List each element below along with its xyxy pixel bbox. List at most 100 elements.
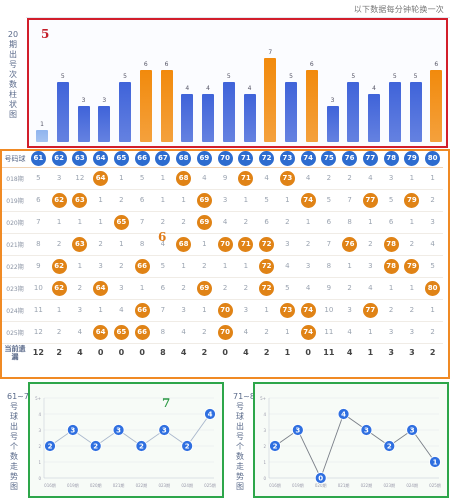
bar-65 xyxy=(119,82,131,142)
hit-cell: 70 xyxy=(214,233,236,256)
miss-count-cell: 4 xyxy=(152,233,174,256)
miss-count-cell: 2 xyxy=(48,233,70,256)
period-label: 022期 xyxy=(2,255,28,278)
trend-a-side-label: 61~70号球出号个数走势图 xyxy=(7,392,35,491)
miss-count-cell: 6 xyxy=(256,211,277,234)
miss-count-cell: 8 xyxy=(28,233,49,256)
bar-80 xyxy=(430,70,443,142)
hit-ball: 74 xyxy=(300,192,316,208)
data-point xyxy=(135,440,148,452)
number-ball-68: 68 xyxy=(176,151,192,167)
miss-count-cell: 2 xyxy=(360,233,381,256)
hit-cell: 70 xyxy=(214,321,236,344)
miss-count-cell: 2 xyxy=(297,233,319,256)
y-tick-label: 2 xyxy=(38,444,41,449)
data-point xyxy=(158,424,171,436)
miss-count-cell: 5 xyxy=(380,189,402,212)
miss-count-cell: 1 xyxy=(48,211,70,234)
miss-count-cell: 5 xyxy=(318,189,340,212)
hit-ball: 76 xyxy=(342,236,358,252)
x-tick-label: 019期 xyxy=(292,482,304,488)
bar-70 xyxy=(222,82,235,142)
bar-79 xyxy=(409,82,422,142)
column-header: 75 xyxy=(318,151,340,168)
hit-cell: 78 xyxy=(380,255,402,278)
hit-cell: 71 xyxy=(235,167,257,190)
trend-line-chart-b: 0 1 2 3 4 5+ 016期 019期 020期 021期 022期 023期 024期 025期 2… xyxy=(260,396,441,488)
period-label: 021期 xyxy=(2,233,28,256)
miss-count-cell: 5 xyxy=(28,167,49,190)
summary-label: 当前遗漏 xyxy=(4,344,26,361)
miss-count-cell: 6 xyxy=(131,189,153,212)
current-miss-value: 3 xyxy=(388,348,394,358)
data-point-label: 2 xyxy=(139,443,144,451)
bar-62 xyxy=(56,82,69,142)
hit-ball: 64 xyxy=(93,324,109,340)
x-tick-label: 016期 xyxy=(269,482,281,488)
miss-count-cell: 1 xyxy=(256,299,277,322)
current-miss-value: 1 xyxy=(367,348,374,358)
period-label: 020期 xyxy=(2,211,28,234)
miss-count-cell: 4 xyxy=(297,167,319,190)
miss-count-cell: 8 xyxy=(339,211,360,234)
hit-ball: 74 xyxy=(300,302,316,318)
miss-count-cell: 4 xyxy=(214,211,236,234)
hit-cell: 76 xyxy=(339,233,360,256)
number-ball-63: 63 xyxy=(72,151,88,167)
hit-ball: 62 xyxy=(51,280,67,296)
miss-count-cell: 2 xyxy=(69,277,91,300)
miss-count-cell: 7 xyxy=(152,299,174,322)
bar-73 xyxy=(285,82,297,142)
miss-count-cell: 1 xyxy=(380,277,402,300)
miss-count-cell: 1 xyxy=(69,211,91,234)
trend-chart-71-80: 0 1 2 3 4 5+ 016期 019期 020期 021期 022期 023期 024期 025期 2… xyxy=(253,382,449,498)
miss-count-cell: 6 xyxy=(152,277,174,300)
hit-cell: 64 xyxy=(90,167,111,190)
bar-66 xyxy=(139,70,152,142)
bar-64 xyxy=(98,106,111,142)
current-miss-value: 4 xyxy=(346,348,353,358)
current-miss-value: 2 xyxy=(201,348,208,358)
miss-count-cell: 4 xyxy=(256,167,277,190)
y-tick-label: 3 xyxy=(38,428,41,433)
miss-count-cell: 1 xyxy=(297,211,319,234)
hit-cell: 64 xyxy=(90,321,111,344)
hit-cell: 80 xyxy=(422,277,443,300)
hit-cell: 77 xyxy=(360,299,381,322)
miss-count-cell: 3 xyxy=(173,299,194,322)
miss-count-cell: 7 xyxy=(318,233,340,256)
x-tick-label: 021期 xyxy=(113,482,125,488)
miss-count-cell: 1 xyxy=(360,321,381,344)
bar-chart-side-label: 20期出号次数柱状图 xyxy=(7,30,19,119)
current-miss-value: 2 xyxy=(56,348,62,358)
column-header: 70 xyxy=(214,151,236,168)
miss-count-cell: 3 xyxy=(69,299,91,322)
miss-count-cell: 9 xyxy=(28,255,49,278)
miss-count-cell: 3 xyxy=(380,167,402,190)
miss-count-cell: 1 xyxy=(235,255,257,278)
hit-ball: 71 xyxy=(238,236,254,252)
miss-count-cell: 4 xyxy=(360,167,381,190)
miss-count-cell: 3 xyxy=(297,255,319,278)
bar-value-label: 5 xyxy=(392,73,397,80)
miss-count-cell: 1 xyxy=(69,255,91,278)
data-point-label: 2 xyxy=(48,443,53,451)
miss-count-cell: 4 xyxy=(360,277,381,300)
miss-count-cell: 1 xyxy=(90,299,111,322)
hit-ball: 62 xyxy=(51,192,67,208)
column-header: 62 xyxy=(48,151,70,168)
x-tick-label: 020期 xyxy=(315,482,327,488)
bar-value-label: 7 xyxy=(268,49,273,56)
miss-count-cell: 1 xyxy=(339,255,360,278)
bar-value-label: 3 xyxy=(330,97,335,104)
column-header: 73 xyxy=(277,151,298,168)
column-header: 64 xyxy=(90,151,111,168)
hit-ball: 73 xyxy=(279,170,295,186)
miss-count-cell: 2 xyxy=(173,277,194,300)
hit-ball: 70 xyxy=(217,236,233,252)
column-header: 61 xyxy=(28,151,49,168)
bar-value-label: 6 xyxy=(143,61,148,68)
miss-count-cell: 1 xyxy=(90,189,111,212)
column-header: 74 xyxy=(297,151,319,168)
y-tick-label: 1 xyxy=(38,460,41,465)
